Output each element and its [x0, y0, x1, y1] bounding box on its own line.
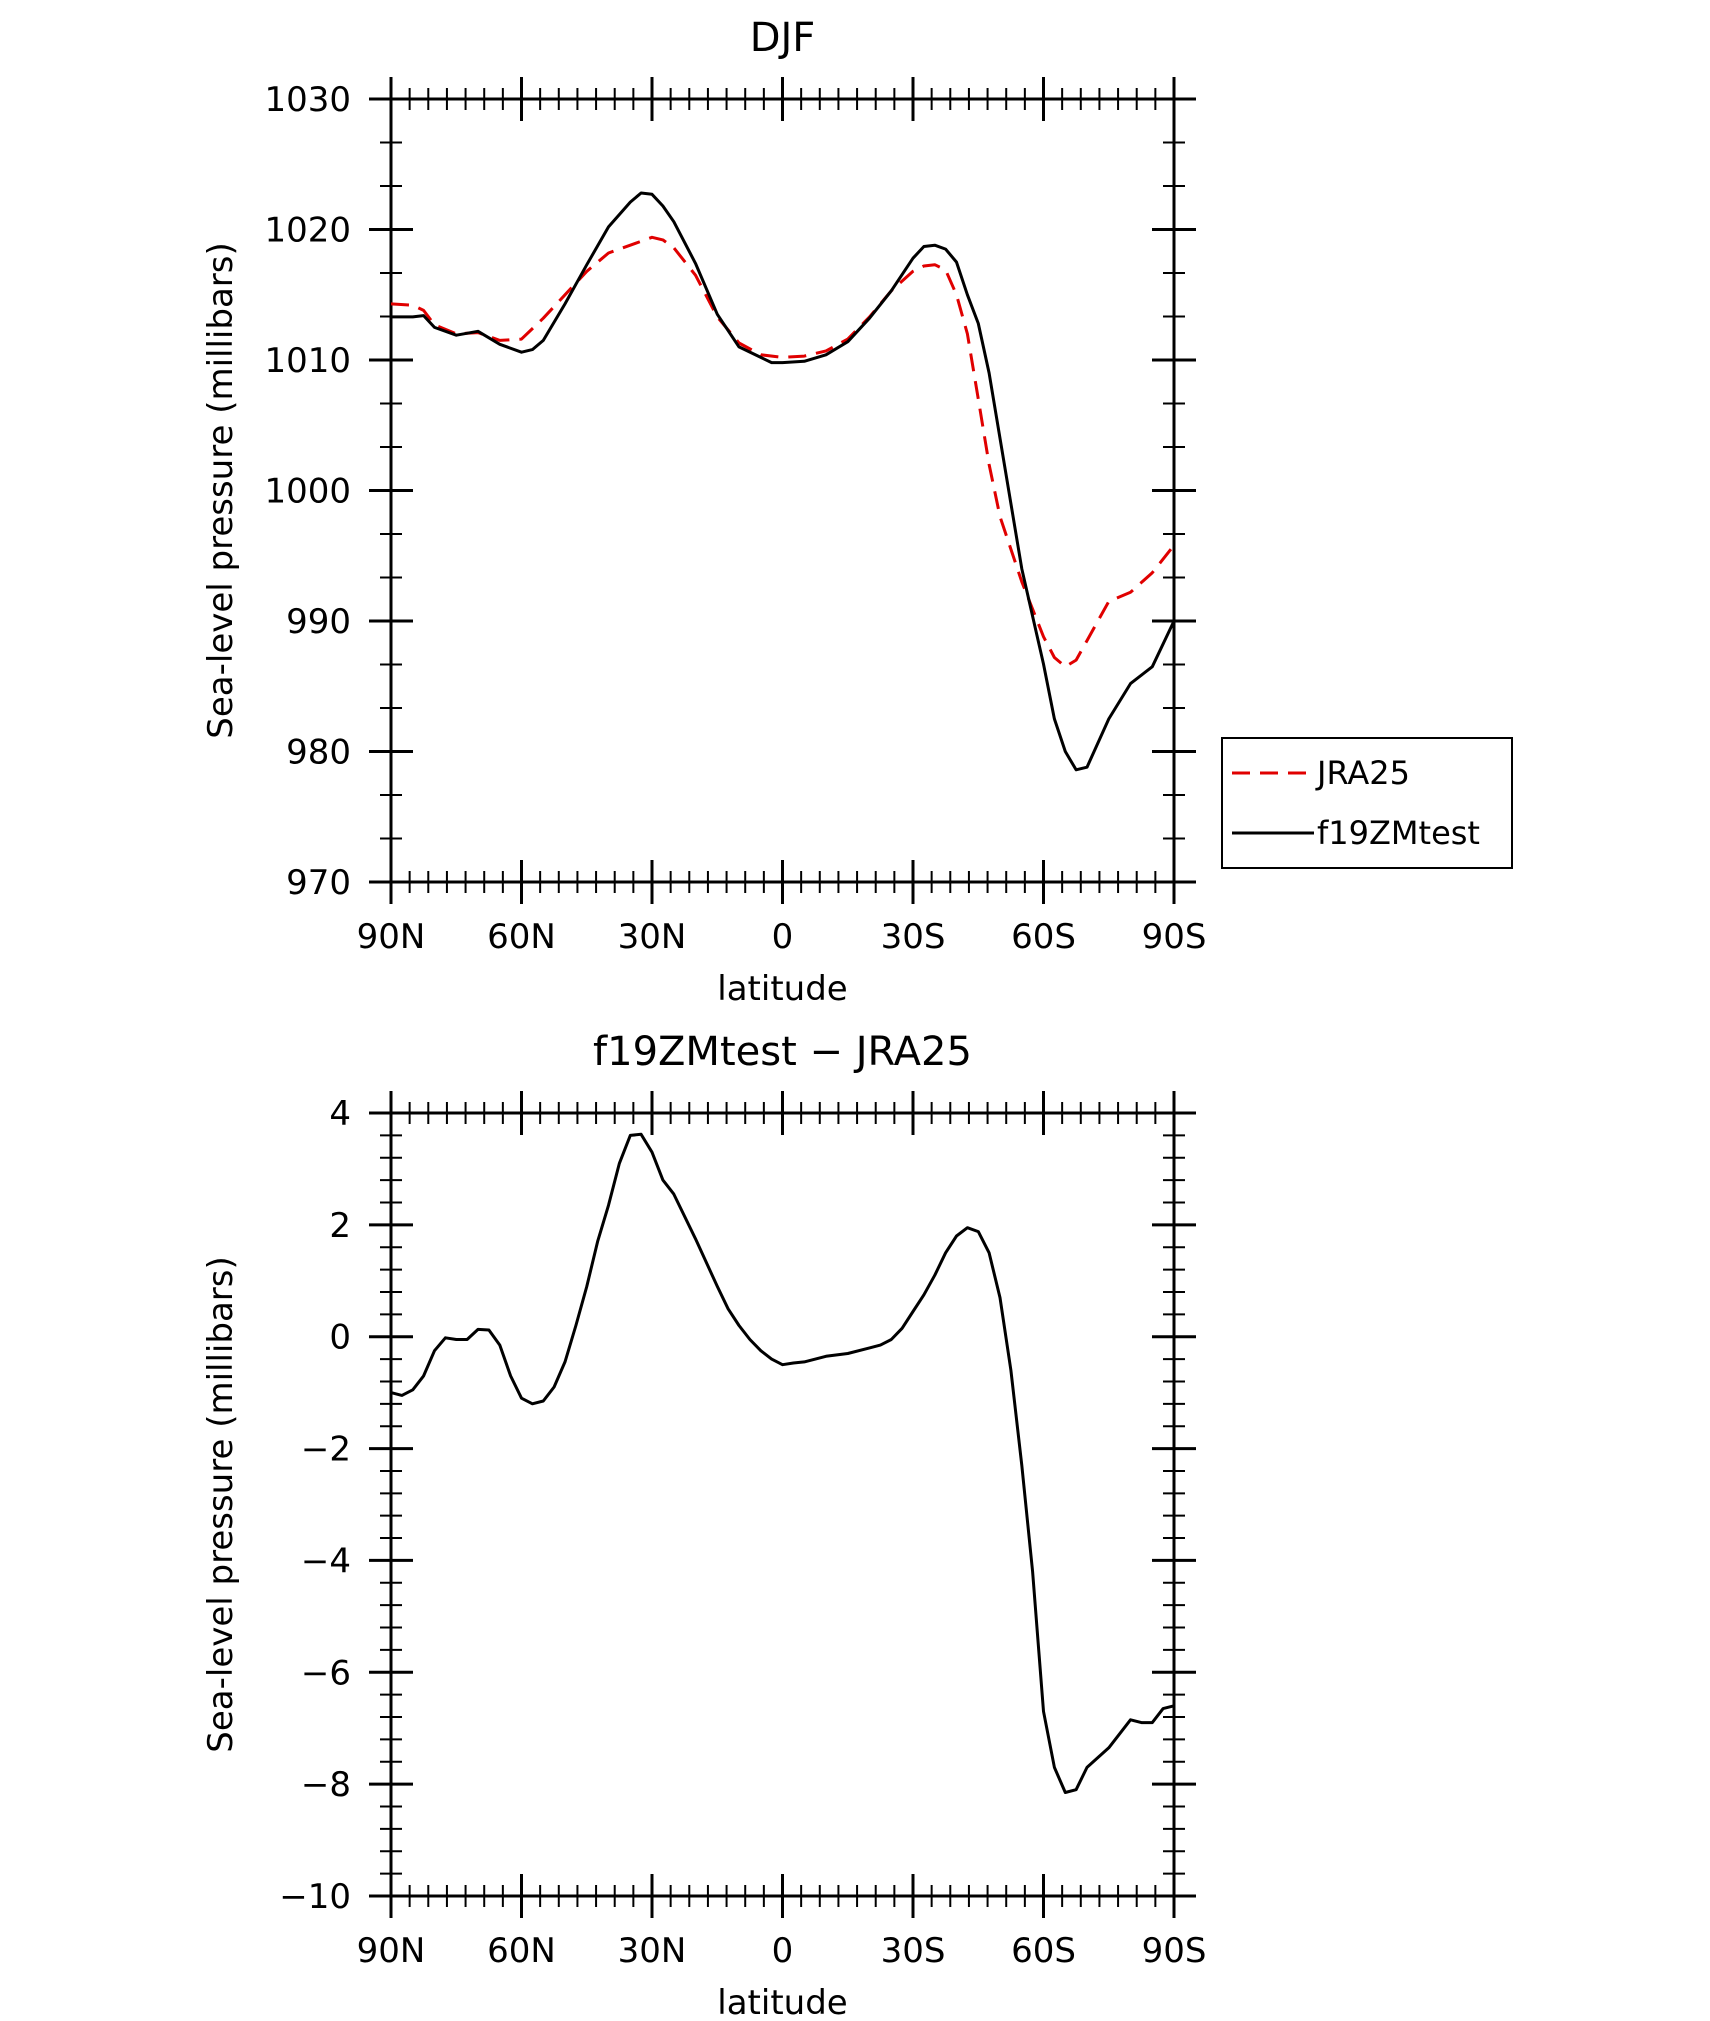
x-tick-label: 90N — [357, 1931, 426, 1971]
y-tick-label: −6 — [301, 1653, 351, 1693]
y-tick-label: 1020 — [264, 211, 351, 251]
x-axis-label: latitude — [717, 1983, 847, 2021]
chart-title: f19ZMtest − JRA25 — [593, 1029, 972, 1075]
x-tick-label: 30N — [618, 917, 687, 957]
legend-box — [1221, 737, 1513, 869]
y-tick-label: −2 — [301, 1430, 351, 1470]
y-tick-label: 2 — [329, 1206, 351, 1246]
x-tick-label: 0 — [772, 917, 794, 957]
series-line-difference — [390, 1132, 1175, 1794]
x-axis-label: latitude — [717, 969, 847, 1009]
x-tick-label: 30S — [881, 1931, 946, 1971]
plot-frame — [389, 97, 1176, 884]
x-tick-label: 60N — [487, 1931, 556, 1971]
x-tick-label: 30N — [618, 1931, 687, 1971]
y-tick-label: −4 — [301, 1541, 351, 1581]
x-tick-label: 90S — [1142, 917, 1207, 957]
y-tick-label: 1030 — [264, 80, 351, 120]
x-tick-label: 90S — [1142, 1931, 1207, 1971]
y-axis-label: Sea-level pressure (millibars) — [201, 1256, 241, 1752]
chart-title: DJF — [750, 15, 816, 61]
legend-label: f19ZMtest — [1317, 814, 1480, 852]
y-tick-label: 1010 — [264, 341, 351, 381]
y-tick-label: −8 — [301, 1765, 351, 1805]
y-tick-label: 990 — [286, 602, 351, 642]
y-tick-label: 970 — [286, 863, 351, 903]
series-line-jra25 — [390, 235, 1176, 669]
y-axis-label: Sea-level pressure (millibars) — [201, 242, 241, 738]
y-tick-label: −10 — [279, 1877, 351, 1917]
y-tick-label: 1000 — [264, 472, 351, 512]
legend: JRA25 f19ZMtest — [1221, 737, 1513, 869]
y-tick-label: 0 — [329, 1318, 351, 1358]
x-tick-label: 90N — [357, 917, 426, 957]
series-line-f19zmtest — [391, 191, 1176, 772]
x-tick-label: 60S — [1011, 917, 1076, 957]
y-tick-label: 980 — [286, 733, 351, 773]
y-tick-label: 4 — [329, 1094, 351, 1134]
x-tick-label: 30S — [881, 917, 946, 957]
x-tick-label: 60S — [1011, 1931, 1076, 1971]
x-tick-label: 60N — [487, 917, 556, 957]
plot-frame — [389, 1111, 1176, 1898]
legend-label: JRA25 — [1315, 754, 1410, 792]
x-tick-label: 0 — [772, 1931, 794, 1971]
